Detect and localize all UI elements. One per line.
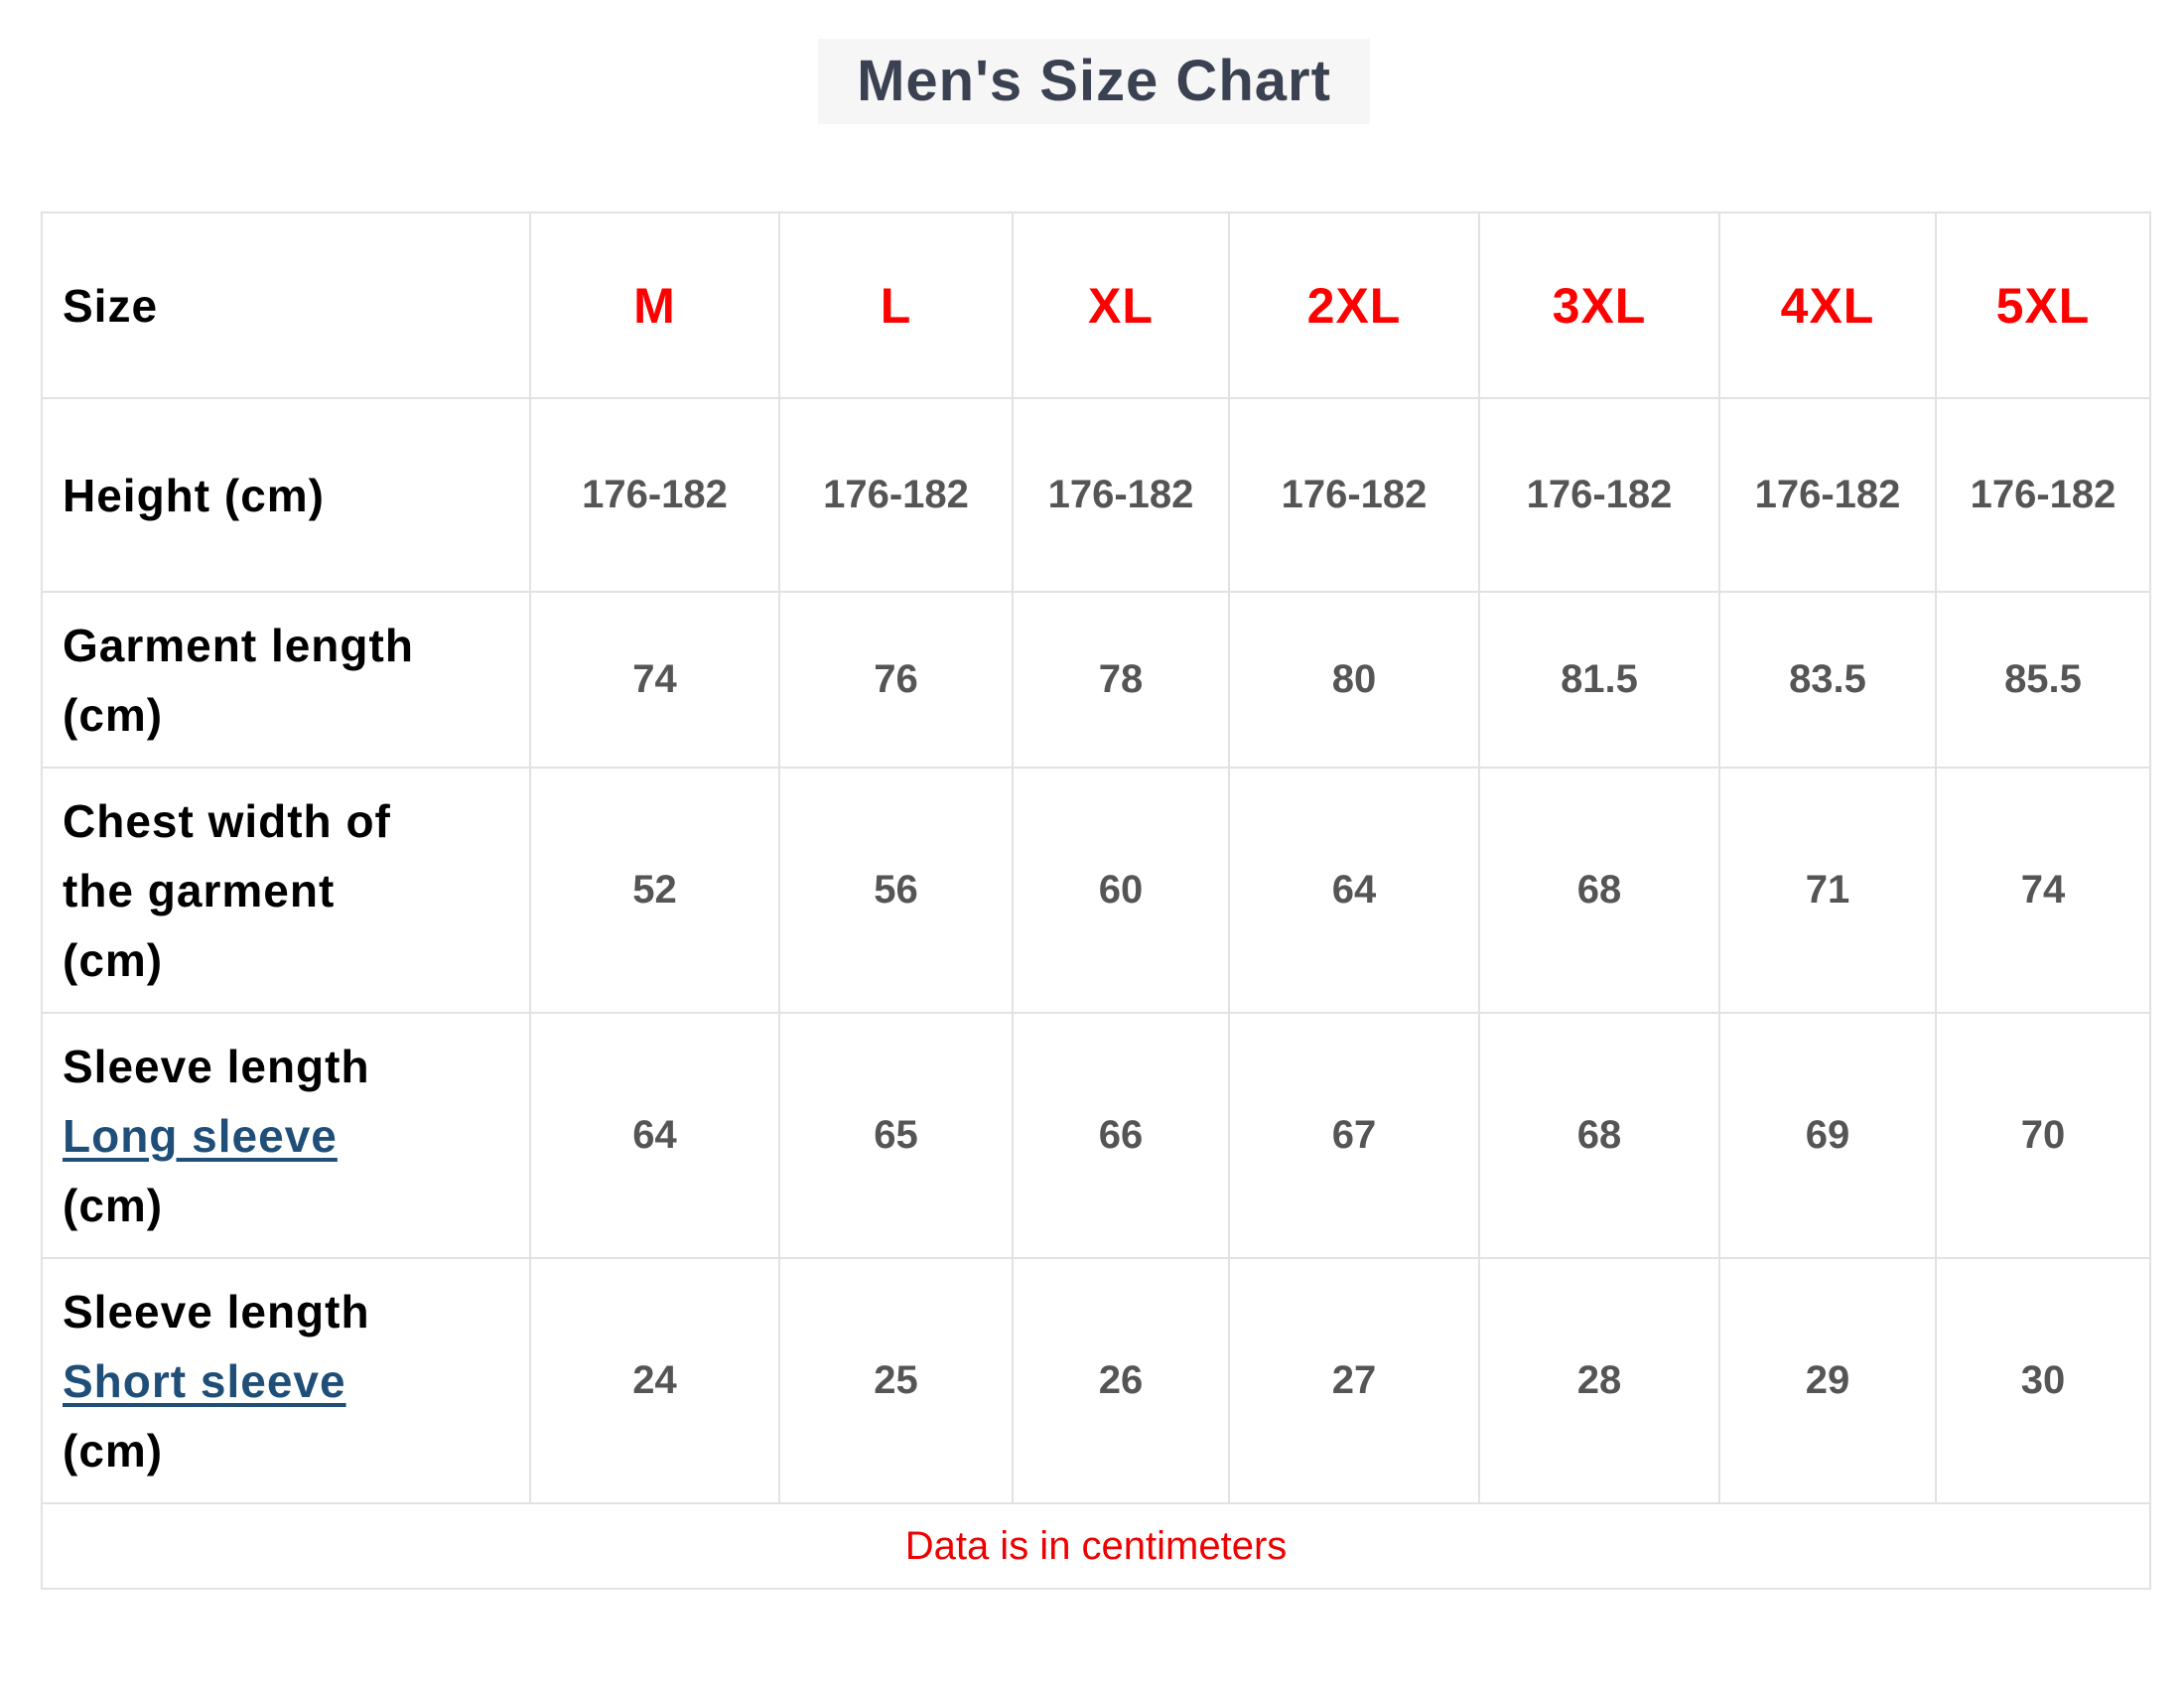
size-header: 3XL bbox=[1478, 211, 1720, 399]
table-cell: 66 bbox=[1012, 1012, 1230, 1259]
row-label-line: Chest width of bbox=[63, 794, 391, 847]
table-cell: 176-182 bbox=[1012, 397, 1230, 593]
table-cell: 70 bbox=[1935, 1012, 2151, 1259]
table-cell: 56 bbox=[778, 767, 1014, 1014]
row-label-line: Sleeve length bbox=[63, 1285, 370, 1337]
row-label: Chest width of the garment (cm) bbox=[41, 767, 531, 1014]
row-label-line: Height (cm) bbox=[63, 469, 325, 521]
table-row: Garment length (cm) 74 76 78 80 81.5 83.5 85.5 bbox=[41, 591, 2151, 769]
row-label-link-line: Short sleeve bbox=[63, 1346, 529, 1416]
page-title: Men's Size Chart bbox=[818, 39, 1370, 124]
size-header: 4XL bbox=[1718, 211, 1937, 399]
table-cell: 176-182 bbox=[529, 397, 780, 593]
table-cell: 30 bbox=[1935, 1257, 2151, 1504]
table-cell: 176-182 bbox=[1228, 397, 1480, 593]
row-label-line: the garment bbox=[63, 864, 336, 916]
size-header: 2XL bbox=[1228, 211, 1480, 399]
table-cell: 80 bbox=[1228, 591, 1480, 769]
table-cell: 65 bbox=[778, 1012, 1014, 1259]
size-header: L bbox=[778, 211, 1014, 399]
table-cell: 176-182 bbox=[1718, 397, 1937, 593]
table-cell: 76 bbox=[778, 591, 1014, 769]
table-cell: 64 bbox=[1228, 767, 1480, 1014]
table-cell: 83.5 bbox=[1718, 591, 1937, 769]
table-cell: 176-182 bbox=[1478, 397, 1720, 593]
table-cell: 74 bbox=[1935, 767, 2151, 1014]
table-cell: 68 bbox=[1478, 767, 1720, 1014]
table-cell: 60 bbox=[1012, 767, 1230, 1014]
size-chart-table: Size M L XL 2XL 3XL 4XL 5XL Height (cm) 176-182 17… bbox=[41, 211, 2151, 1590]
table-cell: 52 bbox=[529, 767, 780, 1014]
table-cell: 71 bbox=[1718, 767, 1937, 1014]
size-label: Size bbox=[41, 211, 531, 399]
table-row: Chest width of the garment (cm) 52 56 60 64 68 7… bbox=[41, 767, 2151, 1014]
header-row: Size M L XL 2XL 3XL 4XL 5XL bbox=[41, 211, 2151, 399]
table-cell: 74 bbox=[529, 591, 780, 769]
table-cell: 176-182 bbox=[778, 397, 1014, 593]
table-row: Height (cm) 176-182 176-182 176-182 176-182 1… bbox=[41, 397, 2151, 593]
row-label-line: (cm) bbox=[63, 933, 164, 986]
row-label-line: (cm) bbox=[63, 688, 164, 741]
table-cell: 85.5 bbox=[1935, 591, 2151, 769]
table-cell: 27 bbox=[1228, 1257, 1480, 1504]
table-cell: 29 bbox=[1718, 1257, 1937, 1504]
units-note: Data is in centimeters bbox=[41, 1502, 2151, 1590]
size-header: XL bbox=[1012, 211, 1230, 399]
row-label-line: Sleeve length bbox=[63, 1040, 370, 1092]
footer-row: Data is in centimeters bbox=[41, 1502, 2151, 1590]
table-cell: 26 bbox=[1012, 1257, 1230, 1504]
table-cell: 68 bbox=[1478, 1012, 1720, 1259]
table-cell: 28 bbox=[1478, 1257, 1720, 1504]
table-cell: 25 bbox=[778, 1257, 1014, 1504]
table-cell: 81.5 bbox=[1478, 591, 1720, 769]
size-header: 5XL bbox=[1935, 211, 2151, 399]
table-cell: 176-182 bbox=[1935, 397, 2151, 593]
row-label-unit: (cm) bbox=[63, 1179, 164, 1231]
table-cell: 67 bbox=[1228, 1012, 1480, 1259]
row-label: Sleeve length Short sleeve (cm) bbox=[41, 1257, 531, 1504]
row-label: Sleeve length Long sleeve (cm) bbox=[41, 1012, 531, 1259]
sleeve-type-link[interactable]: Long sleeve bbox=[63, 1109, 338, 1162]
table-cell: 78 bbox=[1012, 591, 1230, 769]
row-label: Garment length (cm) bbox=[41, 591, 531, 769]
size-header: M bbox=[529, 211, 780, 399]
table-cell: 24 bbox=[529, 1257, 780, 1504]
sleeve-type-link[interactable]: Short sleeve bbox=[63, 1354, 346, 1407]
table-row: Sleeve length Short sleeve (cm) 24 25 26 27 28 2… bbox=[41, 1257, 2151, 1504]
table-cell: 69 bbox=[1718, 1012, 1937, 1259]
row-label-unit: (cm) bbox=[63, 1424, 164, 1477]
table-row: Sleeve length Long sleeve (cm) 64 65 66 67 68 69… bbox=[41, 1012, 2151, 1259]
row-label-line: Garment length bbox=[63, 619, 414, 671]
row-label: Height (cm) bbox=[41, 397, 531, 593]
row-label-link-line: Long sleeve bbox=[63, 1101, 529, 1171]
table-cell: 64 bbox=[529, 1012, 780, 1259]
